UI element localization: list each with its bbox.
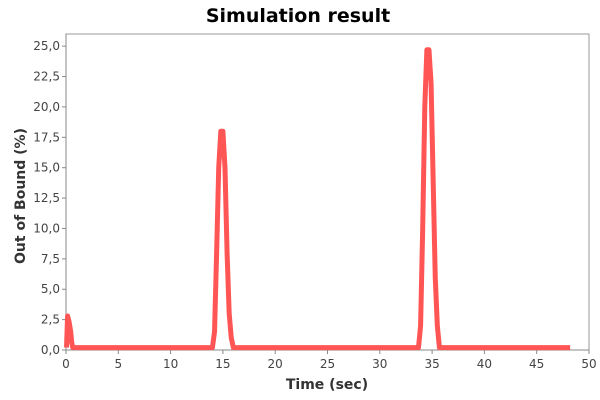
chart-title: Simulation result — [206, 5, 390, 27]
x-tick-label: 35 — [424, 357, 439, 371]
x-tick-label: 45 — [529, 357, 544, 371]
series-line — [64, 47, 571, 351]
y-tick-label: 20,0 — [33, 100, 60, 114]
y-axis-title: Out of Bound (%) — [13, 128, 29, 264]
x-axis-ticks: 0 5 10 15 20 25 30 35 40 45 50 — [62, 350, 597, 371]
x-tick-label: 20 — [268, 357, 283, 371]
y-tick-label: 0,0 — [41, 343, 60, 357]
x-tick-label: 40 — [477, 357, 492, 371]
plot-area — [65, 33, 590, 351]
x-tick-label: 0 — [62, 357, 70, 371]
y-axis-ticks: 0,0 2,5 5,0 7,5 10,0 12,5 15,0 17,5 20,0 22,5 25,0 — [33, 39, 66, 357]
y-tick-label: 2,5 — [41, 313, 60, 327]
y-tick-label: 5,0 — [41, 282, 60, 296]
x-tick-label: 5 — [114, 357, 122, 371]
y-tick-label: 22,5 — [33, 70, 60, 84]
series-group — [64, 47, 571, 351]
y-tick-label: 17,5 — [33, 130, 60, 144]
y-tick-label: 7,5 — [41, 252, 60, 266]
y-tick-label: 10,0 — [33, 221, 60, 235]
x-tick-label: 50 — [581, 357, 596, 371]
x-tick-label: 25 — [320, 357, 335, 371]
y-tick-label: 15,0 — [33, 161, 60, 175]
y-tick-label: 25,0 — [33, 39, 60, 53]
x-tick-label: 15 — [215, 357, 230, 371]
x-tick-label: 10 — [163, 357, 178, 371]
x-axis-title: Time (sec) — [286, 377, 368, 393]
y-tick-label: 12,5 — [33, 191, 60, 205]
x-tick-label: 30 — [372, 357, 387, 371]
